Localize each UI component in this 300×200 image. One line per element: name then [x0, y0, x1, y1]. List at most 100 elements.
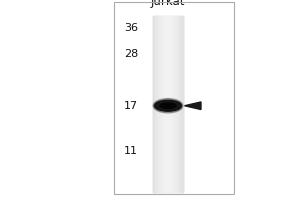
Bar	[153, 93, 183, 94]
Bar	[153, 20, 183, 21]
Bar	[153, 35, 183, 36]
Bar	[153, 100, 183, 101]
Text: 28: 28	[124, 49, 138, 59]
Bar	[168, 16, 169, 192]
Bar	[153, 135, 183, 136]
Bar	[153, 101, 183, 102]
Bar	[153, 79, 183, 80]
Bar	[153, 44, 183, 45]
Bar	[153, 179, 183, 180]
Bar	[153, 113, 183, 114]
Bar	[153, 83, 183, 84]
Bar	[153, 84, 183, 85]
Bar	[153, 134, 183, 135]
Bar	[153, 57, 183, 58]
Bar	[153, 40, 183, 41]
Bar	[158, 16, 159, 192]
Bar	[153, 105, 183, 106]
Bar	[153, 103, 183, 104]
Bar	[153, 68, 183, 69]
Bar	[153, 72, 183, 73]
Bar	[153, 70, 183, 71]
Bar	[153, 159, 183, 160]
Bar	[153, 26, 183, 27]
Bar	[153, 69, 183, 70]
Bar	[153, 94, 183, 95]
Bar	[153, 172, 183, 173]
Bar	[153, 174, 183, 175]
Bar	[153, 132, 183, 133]
Bar	[153, 161, 183, 162]
Bar	[153, 41, 183, 42]
Bar	[153, 168, 183, 169]
Bar	[153, 122, 183, 123]
Bar	[153, 176, 183, 177]
Bar	[153, 86, 183, 87]
Polygon shape	[184, 102, 201, 110]
Bar	[153, 141, 183, 142]
Bar	[153, 137, 183, 138]
Bar	[167, 16, 168, 192]
Bar	[153, 56, 183, 57]
Bar	[153, 29, 183, 30]
Bar	[153, 165, 183, 166]
Bar	[153, 38, 183, 39]
Bar	[114, 2, 234, 194]
Bar	[153, 109, 183, 110]
Bar	[153, 34, 183, 35]
Bar	[153, 30, 183, 31]
Ellipse shape	[160, 103, 176, 108]
Bar	[171, 16, 172, 192]
Bar	[163, 16, 164, 192]
Bar	[153, 18, 183, 19]
Bar	[153, 82, 183, 83]
Bar	[153, 157, 183, 158]
Bar	[153, 92, 183, 93]
Bar	[153, 48, 183, 49]
Bar	[181, 16, 182, 192]
Text: Jurkat: Jurkat	[151, 0, 185, 8]
Bar	[153, 180, 183, 181]
Bar	[153, 97, 183, 98]
Bar	[153, 121, 183, 122]
Bar	[153, 16, 183, 17]
Bar	[153, 127, 183, 128]
Bar	[153, 50, 183, 51]
Ellipse shape	[154, 100, 182, 111]
Bar	[153, 178, 183, 179]
Bar	[180, 16, 181, 192]
Bar	[153, 139, 183, 140]
Bar	[153, 31, 183, 32]
Bar	[153, 99, 183, 100]
Bar	[153, 191, 183, 192]
Bar	[173, 16, 174, 192]
Bar	[153, 164, 183, 165]
Bar	[153, 96, 183, 97]
Bar	[174, 16, 175, 192]
Bar	[153, 167, 183, 168]
Bar	[162, 16, 163, 192]
Bar	[153, 166, 183, 167]
Bar	[153, 188, 183, 189]
Bar	[153, 85, 183, 86]
Bar	[153, 182, 183, 183]
Bar	[153, 80, 183, 81]
Bar	[153, 73, 183, 74]
Bar	[153, 177, 183, 178]
Bar	[153, 120, 183, 121]
Bar	[153, 23, 183, 24]
Bar	[153, 27, 183, 28]
Bar	[153, 148, 183, 149]
Bar	[164, 16, 165, 192]
Text: 36: 36	[124, 23, 138, 33]
Bar	[153, 67, 183, 68]
Bar	[153, 54, 183, 55]
Bar	[153, 89, 183, 90]
Bar	[153, 131, 183, 132]
Bar	[153, 136, 183, 137]
Bar	[153, 129, 183, 130]
Bar	[153, 183, 183, 184]
Bar	[153, 170, 183, 171]
Bar	[153, 55, 183, 56]
Bar	[153, 153, 183, 154]
